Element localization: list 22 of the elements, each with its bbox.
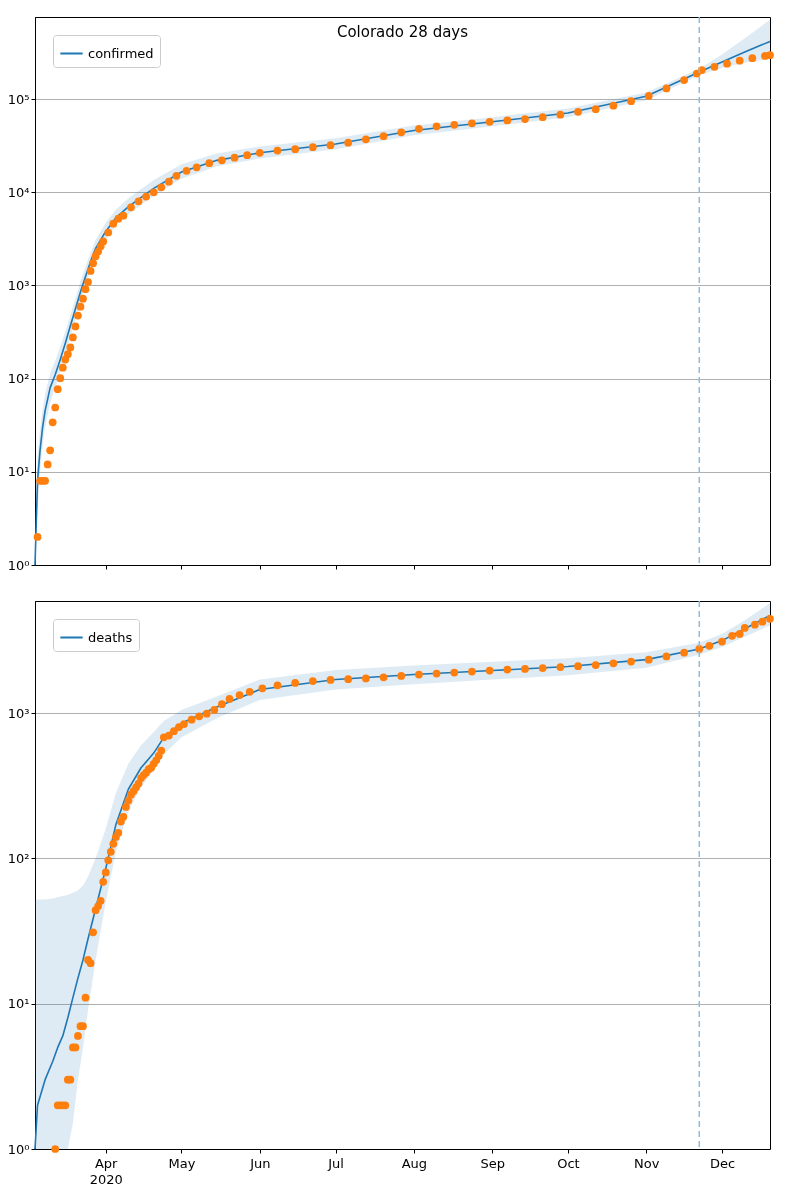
x-tick-label: Jul (327, 1155, 344, 1171)
x-tick-label: Oct (557, 1155, 580, 1171)
y-tick-label: 10¹ (7, 996, 30, 1012)
x-tick-label: Nov (634, 1155, 660, 1171)
legend-label: deaths (88, 629, 133, 645)
x-tick-label: May (168, 1155, 196, 1171)
y-tick-label: 10¹ (7, 464, 30, 480)
x-tick-label: Dec (709, 1155, 736, 1171)
y-tick-label: 10³ (7, 277, 30, 293)
x-tick-label: Sep (480, 1155, 505, 1171)
legend-label: confirmed (88, 45, 154, 61)
x-tick-label: Aug (401, 1155, 428, 1171)
y-tick-label: 10⁴ (7, 184, 30, 200)
y-tick-label: 10³ (7, 705, 30, 721)
text: Colorado 28 days (336, 23, 469, 42)
y-tick-label: 10⁰ (7, 557, 30, 573)
x-tick-label: Jun (249, 1155, 271, 1171)
x-tick-label: Apr 2020 (89, 1155, 123, 1187)
y-tick-label: 10⁰ (7, 1141, 30, 1157)
y-tick-label: 10² (7, 371, 30, 387)
y-tick-label: 10⁵ (7, 91, 30, 107)
y-tick-label: 10² (7, 850, 30, 866)
